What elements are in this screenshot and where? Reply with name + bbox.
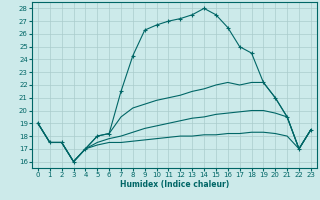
X-axis label: Humidex (Indice chaleur): Humidex (Indice chaleur)	[120, 180, 229, 189]
